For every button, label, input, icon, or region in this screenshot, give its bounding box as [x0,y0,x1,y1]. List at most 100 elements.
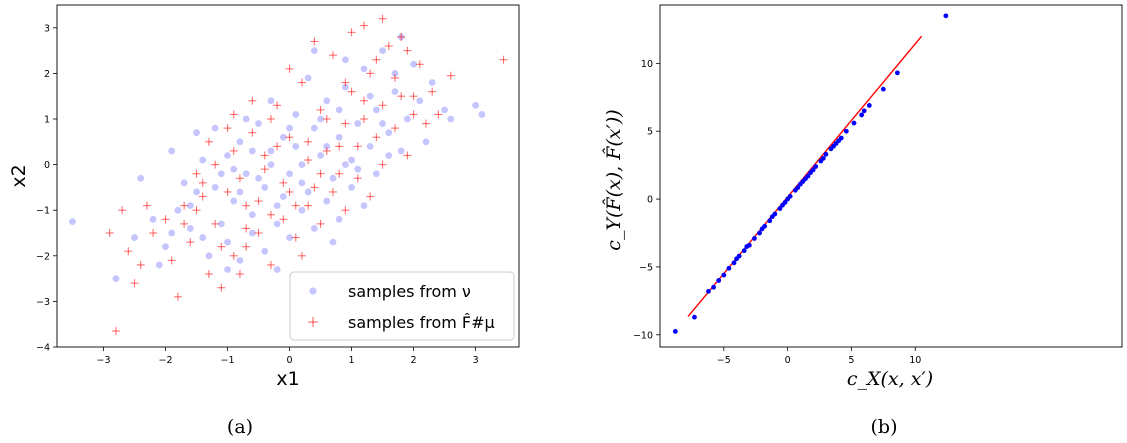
circle-point [391,70,399,77]
plus-point [366,69,375,78]
circle-point [248,147,256,155]
panel-b-points [672,13,949,334]
circle-point [230,165,238,173]
y-tick-label: −1 [36,206,50,217]
data-point [894,70,900,76]
plus-point [341,78,350,87]
plus-point [316,219,325,228]
data-point [795,185,801,190]
data-point [813,164,819,169]
circle-point [211,184,219,191]
circle-point [310,225,318,232]
data-point [843,128,849,134]
data-point [943,13,949,19]
circle-point [273,220,281,228]
data-point [780,202,785,208]
plus-point [242,242,251,251]
plus-point [192,169,201,178]
plus-point [378,14,387,23]
plus-point [285,64,294,73]
circle-point [236,138,244,146]
circle-point [329,174,337,182]
plus-point [180,219,189,228]
circle-point [385,152,393,159]
circle-point [298,161,306,169]
circle-point [354,165,362,173]
legend-label-pushforward: samples from F̂#μ [348,313,495,332]
plus-point [217,242,226,251]
x-tick-label: 5 [848,355,854,366]
plus-point [291,233,300,242]
legend-plus-marker [308,317,318,327]
circle-point [348,156,355,164]
plus-point [204,270,213,279]
circle-point [323,197,331,205]
circle-point [224,152,231,159]
plus-point [347,87,356,96]
data-point [831,143,836,149]
circle-point [267,97,275,105]
circle-point [379,120,386,127]
data-point [716,278,722,283]
plus-point [223,124,232,133]
x-tick-label: 10 [909,355,921,366]
x-tick-label: −2 [159,355,173,366]
circle-point [267,147,275,155]
plus-point [397,32,406,41]
plus-point [409,92,418,101]
circle-point [317,152,324,159]
y-tick-label: −10 [633,330,653,341]
circle-point [366,92,374,100]
circle-point [391,88,399,96]
data-point [805,173,811,179]
data-point [836,138,842,144]
plus-point [415,60,424,69]
circle-point [168,229,176,237]
plus-point [397,92,406,101]
plus-point [211,219,220,228]
plus-point [403,151,412,160]
circle-point [248,229,256,237]
plus-point [266,260,275,269]
plus-point [409,110,418,119]
circle-point [366,142,374,150]
data-point [851,120,857,126]
plus-point [297,78,306,87]
data-point [731,260,737,266]
plus-point [266,115,275,123]
circle-point [441,106,448,114]
plus-point [304,201,313,210]
y-tick-label: 10 [641,59,653,70]
circle-point [416,97,424,105]
plus-point [229,251,238,260]
data-point [726,265,732,271]
circle-point [205,252,213,260]
x-tick-label: 3 [473,355,479,366]
circle-point [310,124,318,132]
plus-point [353,174,362,183]
panel-a-scatter: −3 −2 −1 0 1 2 3 −4 −3 −2 −1 0 1 2 3 x1 x2 samples fr… [8,4,520,438]
y-tick-label: −4 [36,343,50,354]
circle-point [447,115,455,123]
circle-point [341,56,349,64]
panel-a-y-axis-label: x2 [8,164,30,187]
plus-point [359,96,368,105]
plus-point [118,206,127,215]
circle-point [341,83,349,91]
circle-point [193,129,200,137]
plus-point [235,174,244,183]
circle-point [137,174,145,182]
plus-point [242,201,251,210]
circle-point [310,47,318,54]
panel-b-x-axis-label: c_X(x, x′) [847,368,933,390]
data-point [810,167,816,173]
circle-point [286,124,293,132]
circle-point [304,74,312,82]
plus-point [124,247,133,256]
plus-point [390,124,399,133]
plus-point [335,142,344,151]
circle-point [335,215,343,223]
x-tick-label: 2 [411,355,417,366]
circle-point [273,202,281,210]
